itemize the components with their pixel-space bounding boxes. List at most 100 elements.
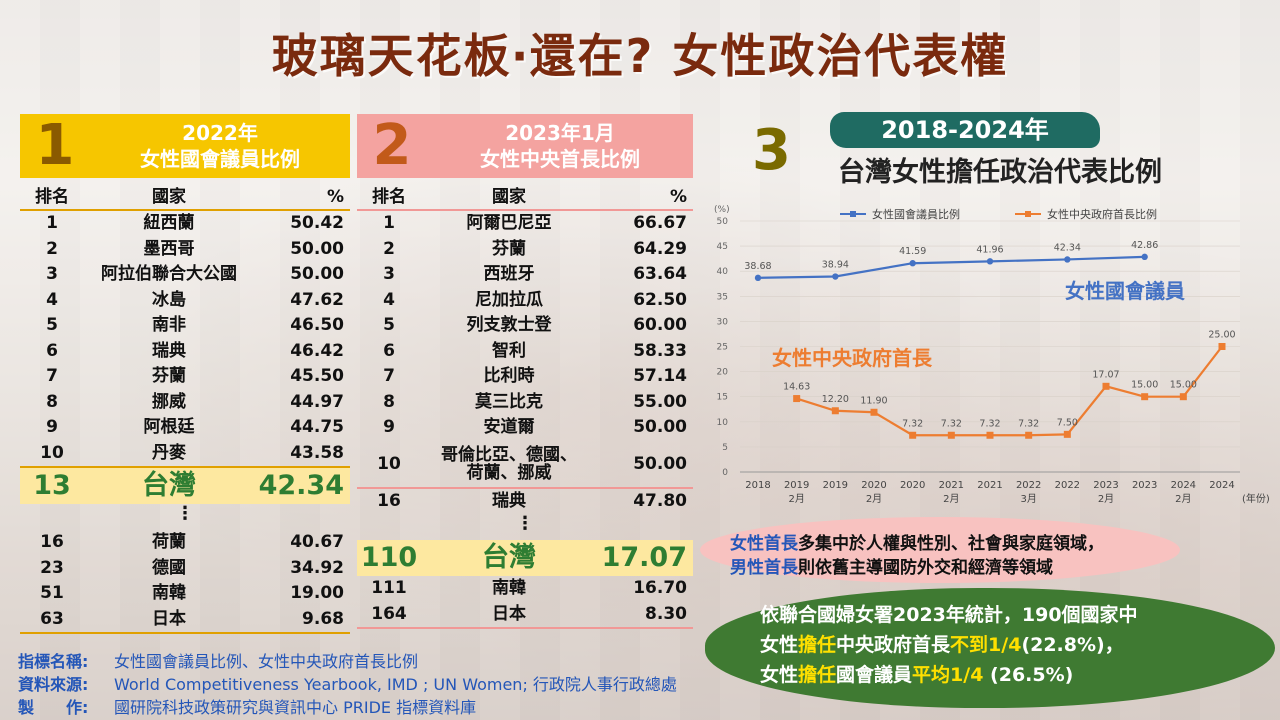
table-cell: 9.68 [302,608,344,629]
legend-label: 女性中央政府首長比例 [1047,207,1157,221]
table-cell: 5 [46,315,58,335]
table-row: 1 紐西蘭 50.42 [20,211,350,237]
table-cell: 4 [46,289,58,310]
note-highlight: 女性首長 [730,534,798,554]
table-row: 2 芬蘭 64.29 [357,237,693,263]
table-cell: 44.97 [290,391,344,412]
table-cell: 比利時 [483,366,535,386]
note-text: (22.8%)， [1021,634,1124,656]
green-note-bubble [705,588,1275,708]
data-point [1179,393,1187,401]
x-tick-label: 2024 [1209,480,1234,491]
footer-value: 女性國會議員比例、女性中央政府首長比例 [114,652,419,671]
table-cell: 111 [371,578,407,598]
legend-label: 女性國會議員比例 [872,207,960,221]
table-row: 16 瑞典 47.80 [357,486,693,515]
data-point [1064,256,1071,263]
x-tick-label: 2023 [1132,480,1157,491]
series-annotation: 女性國會議員 [1065,279,1185,303]
x-tick-label: 2020 [861,480,886,491]
table-cell: 55.00 [633,391,687,412]
panel3-banner [830,112,1100,148]
table-cell: 47.62 [290,289,344,310]
data-point [832,273,839,280]
table-cell: 42.34 [258,470,344,501]
table-cell: 50.00 [633,453,687,474]
header-rank: 排名 [35,187,69,207]
note-line: 女性擔任中央政府首長不到1/4(22.8%)， [760,630,1270,660]
note-text: 女性 [760,634,799,656]
table-cell: 43.58 [290,442,344,463]
table-cell: 安道爾 [483,417,535,437]
data-label: 7.32 [941,418,962,429]
data-label: 38.94 [822,260,849,271]
table-cell: 2 [383,238,395,259]
table-cell: 5 [383,315,395,335]
footer-indicator: 指標名稱: 女性國會議員比例、女性中央政府首長比例 [18,648,418,672]
x-tick-label: 2020 [900,480,925,491]
y-tick-label: 35 [717,292,728,302]
taiwan-row: 13 台灣 42.34 [20,466,350,504]
table-cell: 60.00 [633,315,687,335]
panel2-heading: 2 2023年1月 女性中央首長比例 [357,114,693,178]
data-label: 7.32 [979,418,1000,429]
data-label: 7.50 [1057,417,1078,428]
table-cell: 墨西哥 [143,238,195,259]
y-axis-unit: (%) [714,205,730,215]
note-highlight: 男性首長 [730,558,798,578]
table-row: 1 阿爾巴尼亞 66.67 [357,211,693,237]
data-point [1102,382,1110,390]
page-title: 玻璃天花板‧還在? 女性政治代表權 [271,29,1009,83]
table-header: 排名 國家 % [357,185,693,211]
x-tick-sublabel: 2月 [943,493,959,505]
data-point [1141,393,1149,401]
table-cell: 164 [371,603,407,624]
x-tick-sublabel: 2月 [1175,493,1191,505]
table-cell: 9 [46,417,58,437]
table-cell: 台灣 [142,470,196,501]
header-country: 國家 [152,187,186,207]
y-tick-label: 15 [717,393,728,403]
header-rank: 排名 [372,187,406,207]
table-cell: 50.42 [290,213,344,233]
table-header: 排名 國家 % [20,185,350,211]
data-point [754,274,762,282]
table-cell: 13 [33,470,71,501]
data-label: 42.86 [1131,240,1158,251]
y-tick-label: 25 [717,343,728,353]
data-label: 7.32 [1018,418,1039,429]
note-text: 國會議員 [836,664,913,686]
series-annotation: 女性中央政府首長 [772,346,933,370]
data-point [1218,343,1226,350]
data-point [793,395,801,403]
legend-marker [850,211,856,217]
ellipsis: ⋮ [176,503,194,524]
y-tick-label: 20 [717,368,729,378]
table-row: 2 墨西哥 50.00 [20,237,350,263]
x-tick-sublabel: 2月 [1098,493,1114,505]
data-label: 25.00 [1208,330,1235,341]
table-row: 8 挪威 44.97 [20,390,350,416]
panel1-number: 1 [35,113,75,178]
x-axis-unit: (年份) [1242,492,1270,505]
table-cell: 66.67 [633,213,687,233]
y-tick-label: 45 [717,242,728,252]
table-cell: 阿拉伯聯合大公國 [101,264,237,284]
table-cell: 尼加拉瓜 [475,289,543,310]
y-tick-label: 40 [717,267,729,277]
footer-source: 資料來源: World Competitiveness Yearbook, IMD… [18,671,677,695]
x-tick-label: 2024 [1171,480,1196,491]
y-tick-label: 30 [717,317,729,327]
table-cell: 8 [383,391,395,412]
green-note-text: 依聯合國婦女署2023年統計，190個國家中 女性擔任中央政府首長不到1/4(2… [760,600,1270,690]
table-cell: 阿根廷 [143,417,195,437]
table-cell: 57.14 [633,366,687,386]
country-line: 哥倫比亞、德國、 [441,444,577,465]
table-cell: 3 [46,264,58,284]
table-cell: 芬蘭 [492,238,526,259]
data-label: 7.32 [902,418,923,429]
data-point [986,431,994,439]
table-row: 23 德國 34.92 [20,556,350,582]
data-point [947,431,955,439]
table-row: 7 比利時 57.14 [357,364,693,390]
